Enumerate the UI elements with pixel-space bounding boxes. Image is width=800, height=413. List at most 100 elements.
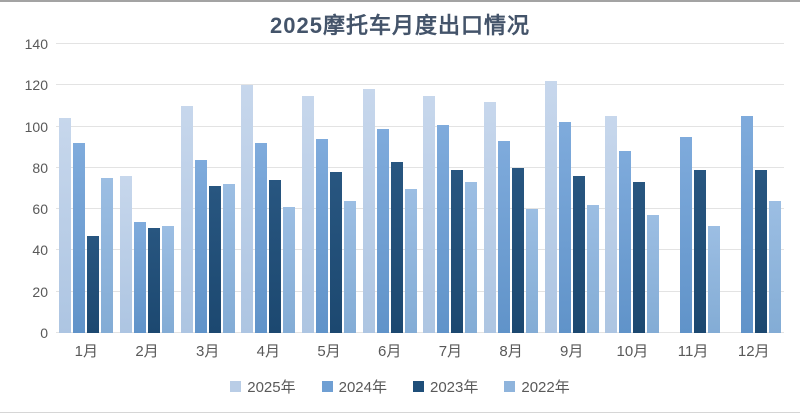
bar-slot	[148, 44, 160, 333]
bar-group-4月	[238, 44, 299, 333]
x-tick-label-12月: 12月	[737, 343, 770, 360]
bar-slot	[666, 44, 678, 333]
legend-swatch-icon	[321, 381, 333, 392]
bar-slot	[241, 44, 254, 333]
bar-2024年-5月	[316, 138, 329, 333]
bar-2025年-6月	[362, 89, 375, 333]
bar-2022年-5月	[344, 200, 357, 333]
legend-swatch-icon	[504, 381, 516, 392]
bar-slot	[376, 44, 389, 333]
legend-item-2022年: 2022年	[504, 376, 570, 397]
bar-slot	[87, 44, 100, 333]
bar-2022年-12月	[768, 200, 781, 333]
x-tick-label-6月: 6月	[378, 343, 402, 360]
gridline-60	[56, 208, 784, 210]
bar-2025年-8月	[484, 101, 497, 333]
bar-2025年-1月	[59, 118, 72, 333]
bar-group-11月	[663, 44, 724, 333]
bar-slot	[740, 44, 753, 333]
bar-2024年-1月	[73, 143, 86, 333]
bar-group-5月	[299, 44, 360, 333]
bar-2025年-2月	[120, 176, 132, 333]
bar-2023年-12月	[754, 169, 767, 333]
bar-slot	[647, 44, 660, 333]
bar-2024年-3月	[194, 159, 207, 333]
x-tick-label-3月: 3月	[196, 343, 220, 360]
bar-slot	[619, 44, 632, 333]
bar-slot	[330, 44, 343, 333]
plot-area: 0 20 40 60 80 100 120 140	[25, 36, 784, 341]
chart-title: 2025摩托车月度出口情况	[270, 13, 530, 38]
bar-2025年-4月	[241, 85, 254, 333]
bar-2023年-6月	[390, 161, 403, 333]
bar-slot	[633, 44, 646, 333]
bar-slot	[498, 44, 511, 333]
bar-slot	[694, 44, 707, 333]
bar-group-3月	[177, 44, 238, 333]
x-tick-label-5月: 5月	[317, 343, 341, 360]
legend-label: 2022年	[521, 379, 570, 396]
bar-2023年-2月	[148, 227, 160, 333]
bar-2022年-7月	[465, 182, 478, 333]
x-tick-label-8月: 8月	[499, 343, 523, 360]
bar-slot	[484, 44, 497, 333]
bar-group-1月	[56, 44, 117, 333]
bar-group-8月	[481, 44, 542, 333]
bar-2023年-11月	[694, 169, 707, 333]
bar-2022年-3月	[222, 184, 235, 333]
x-tick-label-1月: 1月	[74, 343, 98, 360]
gridline-0	[56, 332, 784, 333]
x-tick-label-4月: 4月	[256, 343, 281, 360]
bar-2025年-3月	[180, 105, 193, 333]
gridline-20	[56, 290, 784, 292]
legend-swatch-icon	[230, 381, 242, 392]
y-tick-label: 140	[24, 36, 48, 52]
bar-group-6月	[359, 44, 420, 333]
gridline-120	[56, 84, 784, 86]
bar-2022年-8月	[526, 209, 539, 333]
bar-group-10月	[602, 44, 663, 333]
bar-slot	[558, 44, 571, 333]
y-tick-label: 20	[32, 283, 48, 300]
bar-slot	[465, 44, 478, 333]
bar-slot	[680, 44, 693, 333]
bar-slot	[255, 44, 268, 333]
bar-2022年-4月	[283, 207, 296, 333]
bar-slot	[437, 44, 450, 333]
x-tick-label-9月: 9月	[560, 343, 584, 360]
bar-2025年-9月	[544, 81, 557, 333]
bar-slot	[194, 44, 207, 333]
x-axis-labels: 1月 2月 3月 4月 5月 6月 7月 8月 9月 10月 11月 12月	[56, 340, 784, 361]
bar-group-2月	[117, 44, 178, 333]
y-tick-label: 60	[32, 201, 48, 218]
legend-item-2025年: 2025年	[230, 376, 296, 397]
bar-2025年-5月	[302, 95, 315, 333]
bar-2022年-11月	[708, 225, 721, 333]
bar-slot	[390, 44, 403, 333]
bar-groups	[56, 44, 784, 333]
bar-slot	[768, 44, 781, 333]
gridline-100	[56, 125, 784, 127]
legend: 2025年 2024年 2023年 2022年	[0, 376, 800, 397]
bar-2022年-6月	[404, 188, 417, 333]
bar-2024年-8月	[498, 141, 511, 333]
bar-slot	[572, 44, 585, 333]
bar-2023年-1月	[87, 235, 100, 333]
y-tick-label: 100	[24, 118, 48, 135]
bar-2024年-2月	[134, 221, 146, 333]
bar-2024年-10月	[619, 151, 632, 333]
bar-2024年-4月	[255, 143, 268, 333]
bar-group-12月	[723, 44, 784, 333]
bar-2024年-9月	[558, 122, 571, 333]
bar-slot	[344, 44, 357, 333]
bar-slot	[162, 44, 174, 333]
bar-2023年-10月	[633, 182, 646, 333]
bar-slot	[283, 44, 296, 333]
bar-slot	[451, 44, 464, 333]
bar-2025年-7月	[423, 95, 436, 333]
bar-2023年-9月	[572, 176, 585, 333]
bar-slot	[754, 44, 767, 333]
bar-slot	[362, 44, 375, 333]
bar-2022年-10月	[647, 215, 660, 333]
